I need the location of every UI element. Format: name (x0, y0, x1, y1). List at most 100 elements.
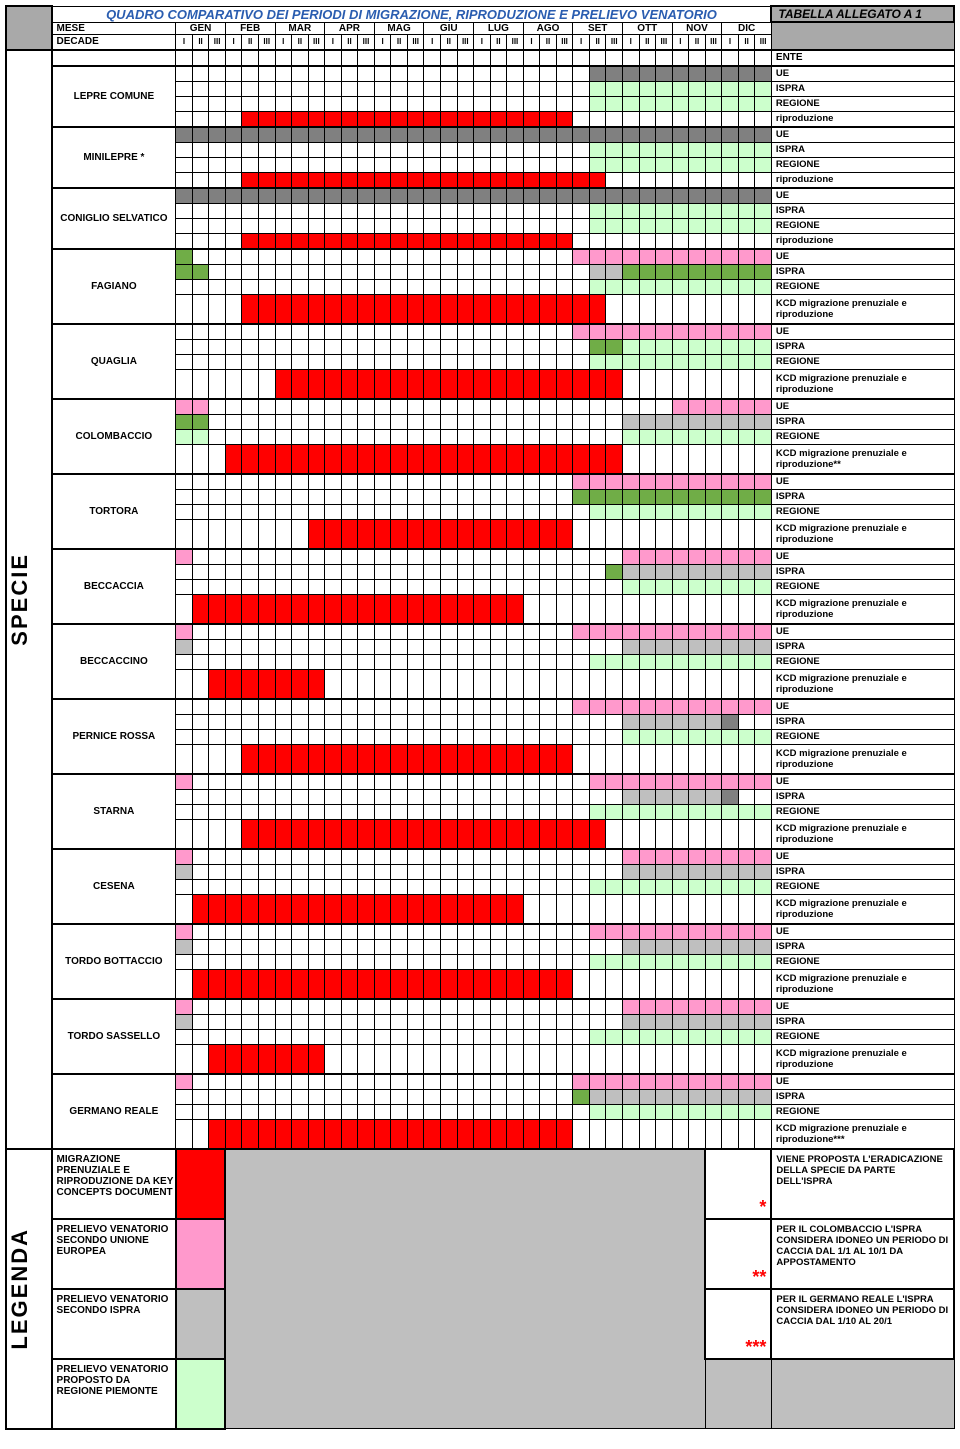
data-cell (689, 142, 706, 157)
data-cell (374, 474, 391, 490)
data-cell (738, 774, 755, 790)
ente-label: UE (771, 849, 954, 865)
data-cell (540, 654, 557, 669)
data-cell (308, 294, 325, 324)
data-cell (308, 879, 325, 894)
data-cell (176, 264, 193, 279)
data-cell (490, 594, 507, 624)
data-cell (341, 81, 358, 96)
data-cell (192, 399, 209, 415)
data-cell (292, 864, 309, 879)
data-cell (176, 203, 193, 218)
data-cell (722, 111, 739, 127)
data-cell (391, 399, 408, 415)
data-cell (457, 399, 474, 415)
data-cell (639, 81, 656, 96)
data-cell (258, 127, 275, 143)
data-cell (308, 66, 325, 82)
data-cell (374, 354, 391, 369)
data-cell (606, 939, 623, 954)
data-cell (556, 218, 573, 233)
data-cell (209, 504, 226, 519)
data-cell (490, 639, 507, 654)
data-cell (722, 519, 739, 549)
data-cell (672, 939, 689, 954)
data-cell (308, 1089, 325, 1104)
data-cell (523, 564, 540, 579)
data-cell (457, 111, 474, 127)
data-cell (622, 489, 639, 504)
data-cell (407, 819, 424, 849)
data-cell (705, 264, 722, 279)
ente-label: REGIONE (771, 1029, 954, 1044)
data-cell (292, 894, 309, 924)
data-cell (507, 324, 524, 340)
data-cell (738, 639, 755, 654)
data-cell (391, 819, 408, 849)
data-cell (639, 999, 656, 1015)
data-cell (639, 249, 656, 265)
data-cell (622, 264, 639, 279)
data-cell (722, 414, 739, 429)
data-cell (622, 789, 639, 804)
data-cell (176, 429, 193, 444)
data-cell (556, 864, 573, 879)
data-cell (258, 519, 275, 549)
data-cell (209, 819, 226, 849)
data-cell (606, 142, 623, 157)
data-cell (622, 1044, 639, 1074)
data-cell (424, 624, 441, 640)
data-cell (192, 264, 209, 279)
data-cell (474, 669, 491, 699)
data-cell (589, 1014, 606, 1029)
data-cell (507, 188, 524, 204)
data-cell (457, 1089, 474, 1104)
data-cell (573, 669, 590, 699)
data-cell (225, 549, 242, 565)
data-cell (341, 549, 358, 565)
data-cell (474, 111, 491, 127)
data-cell (176, 654, 193, 669)
data-cell (292, 339, 309, 354)
data-cell (556, 188, 573, 204)
decade-header: III (308, 34, 325, 50)
data-cell (656, 804, 673, 819)
data-cell (639, 849, 656, 865)
data-cell (176, 1089, 193, 1104)
data-cell (738, 714, 755, 729)
data-cell (192, 639, 209, 654)
data-cell (308, 774, 325, 790)
data-cell (490, 339, 507, 354)
data-cell (242, 699, 259, 715)
legend-label: PRELIEVO VENATORIO SECONDO UNIONE EUROPE… (52, 1219, 176, 1289)
data-cell (457, 849, 474, 865)
data-cell (275, 142, 292, 157)
data-cell (374, 444, 391, 474)
data-cell (722, 969, 739, 999)
data-cell (639, 489, 656, 504)
data-cell (176, 744, 193, 774)
data-cell (523, 954, 540, 969)
data-cell (242, 894, 259, 924)
data-cell (225, 399, 242, 415)
data-cell (689, 399, 706, 415)
data-cell (507, 969, 524, 999)
data-cell (358, 774, 375, 790)
data-cell (242, 339, 259, 354)
data-cell (556, 924, 573, 940)
data-cell (474, 564, 491, 579)
data-cell (755, 789, 772, 804)
data-cell (440, 1074, 457, 1090)
data-cell (176, 474, 193, 490)
data-cell (556, 969, 573, 999)
data-cell (523, 819, 540, 849)
data-cell (755, 549, 772, 565)
data-cell (407, 127, 424, 143)
data-cell (209, 233, 226, 249)
data-cell (176, 894, 193, 924)
data-cell (292, 233, 309, 249)
data-cell (192, 714, 209, 729)
data-cell (325, 294, 342, 324)
species-name: CONIGLIO SELVATICO (52, 188, 176, 249)
data-cell (457, 188, 474, 204)
